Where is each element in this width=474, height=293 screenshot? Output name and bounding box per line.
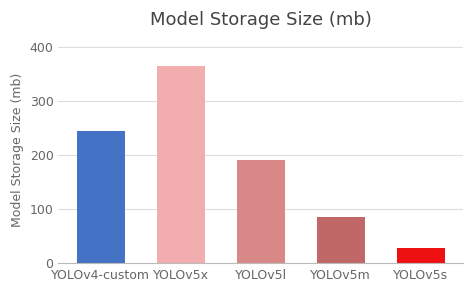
Bar <box>317 217 365 263</box>
Bar <box>157 66 205 263</box>
Bar <box>77 131 125 263</box>
Bar <box>397 248 445 263</box>
Y-axis label: Model Storage Size (mb): Model Storage Size (mb) <box>11 73 24 227</box>
Title: Model Storage Size (mb): Model Storage Size (mb) <box>150 11 372 29</box>
Bar <box>237 159 284 263</box>
